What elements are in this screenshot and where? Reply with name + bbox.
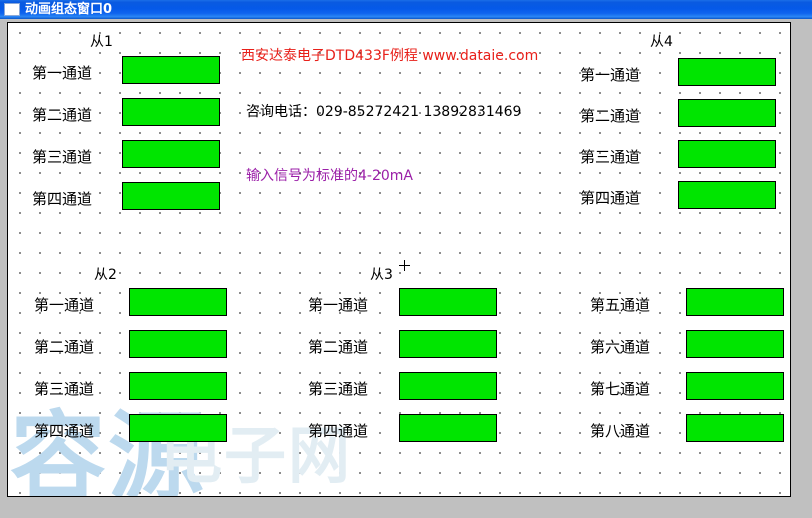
channel-indicator[interactable] [122, 182, 220, 210]
window-client-area: 容源 电子网 www.dziuu.com 从1 第一通道 第二通道 第三通道 [0, 19, 812, 518]
channel-row: 第二通道 [560, 99, 790, 130]
channel-label: 第三通道 [34, 380, 95, 398]
channel-label: 第二通道 [34, 338, 95, 356]
channel-indicator[interactable] [686, 372, 784, 400]
channel-label: 第一通道 [308, 296, 369, 314]
group-slave4-ext: 第五通道 第六通道 第七通道 第八通道 [568, 261, 790, 451]
channel-label: 第三通道 [580, 148, 641, 166]
note-text: 输入信号为标准的4-20mA [246, 168, 413, 184]
channel-indicator[interactable] [122, 98, 220, 126]
channel-row: 第三通道 [8, 140, 248, 171]
channel-indicator[interactable] [678, 99, 776, 127]
channel-indicator[interactable] [129, 288, 227, 316]
channel-label: 第三通道 [32, 148, 93, 166]
channel-row: 第一通道 [288, 288, 538, 319]
phone-text: 咨询电话：029-85272421 13892831469 [246, 104, 522, 120]
channel-indicator[interactable] [399, 288, 497, 316]
channel-label: 第二通道 [580, 107, 641, 125]
animation-canvas[interactable]: 容源 电子网 www.dziuu.com 从1 第一通道 第二通道 第三通道 [7, 22, 791, 497]
group-title-slave2: 从2 [94, 267, 117, 283]
channel-indicator[interactable] [678, 140, 776, 168]
channel-label: 第八通道 [590, 422, 651, 440]
channel-row: 第三通道 [8, 372, 258, 403]
channel-row: 第四通道 [8, 414, 258, 445]
window-title: 动画组态窗口0 [25, 1, 113, 17]
window-document-icon [4, 3, 20, 16]
channel-indicator[interactable] [129, 372, 227, 400]
channel-label: 第一通道 [580, 66, 641, 84]
group-slave4: 从4 第一通道 第二通道 第三通道 第四通道 [560, 23, 790, 213]
channel-row: 第一通道 [560, 58, 790, 89]
channel-row: 第一通道 [8, 288, 258, 319]
channel-row: 第二通道 [288, 330, 538, 361]
crosshair-cursor-icon [399, 260, 410, 271]
channel-indicator[interactable] [686, 288, 784, 316]
channel-row: 第二通道 [8, 98, 248, 129]
window-right-gutter [791, 19, 812, 518]
channel-indicator[interactable] [122, 56, 220, 84]
channel-label: 第二通道 [32, 106, 93, 124]
channel-row: 第八通道 [568, 414, 790, 445]
channel-row: 第一通道 [8, 56, 248, 87]
window-bottom-gutter [0, 498, 812, 518]
channel-indicator[interactable] [129, 414, 227, 442]
channel-label: 第三通道 [308, 380, 369, 398]
channel-row: 第五通道 [568, 288, 790, 319]
channel-row: 第六通道 [568, 330, 790, 361]
window-titlebar[interactable]: 动画组态窗口0 [0, 0, 812, 19]
channel-label: 第二通道 [308, 338, 369, 356]
channel-label: 第四通道 [580, 189, 641, 207]
group-title-slave4: 从4 [650, 34, 673, 50]
channel-indicator[interactable] [129, 330, 227, 358]
headline-text: 西安达泰电子DTD433F例程 www.dataie.com [241, 48, 539, 64]
group-slave3: 从3 第一通道 第二通道 第三通道 第四通道 [288, 261, 538, 451]
channel-label: 第四通道 [34, 422, 95, 440]
channel-row: 第三通道 [560, 140, 790, 171]
channel-indicator[interactable] [399, 414, 497, 442]
group-slave2: 从2 第一通道 第二通道 第三通道 第四通道 [8, 261, 258, 451]
channel-indicator[interactable] [678, 58, 776, 86]
watermark-url-text: www.dziuu.com [12, 491, 425, 496]
channel-indicator[interactable] [122, 140, 220, 168]
channel-indicator[interactable] [686, 414, 784, 442]
channel-indicator[interactable] [678, 181, 776, 209]
channel-label: 第一通道 [34, 296, 95, 314]
channel-row: 第四通道 [288, 414, 538, 445]
channel-indicator[interactable] [686, 330, 784, 358]
group-slave1: 从1 第一通道 第二通道 第三通道 第四通道 [8, 23, 248, 213]
channel-row: 第三通道 [288, 372, 538, 403]
channel-label: 第六通道 [590, 338, 651, 356]
channel-label: 第一通道 [32, 64, 93, 82]
channel-label: 第七通道 [590, 380, 651, 398]
group-title-slave1: 从1 [90, 34, 113, 50]
channel-indicator[interactable] [399, 330, 497, 358]
channel-indicator[interactable] [399, 372, 497, 400]
channel-row: 第七通道 [568, 372, 790, 403]
channel-label: 第四通道 [308, 422, 369, 440]
channel-row: 第四通道 [8, 182, 248, 213]
channel-label: 第五通道 [590, 296, 651, 314]
channel-label: 第四通道 [32, 190, 93, 208]
channel-row: 第四通道 [560, 181, 790, 212]
channel-row: 第二通道 [8, 330, 258, 361]
group-title-slave3: 从3 [370, 267, 393, 283]
